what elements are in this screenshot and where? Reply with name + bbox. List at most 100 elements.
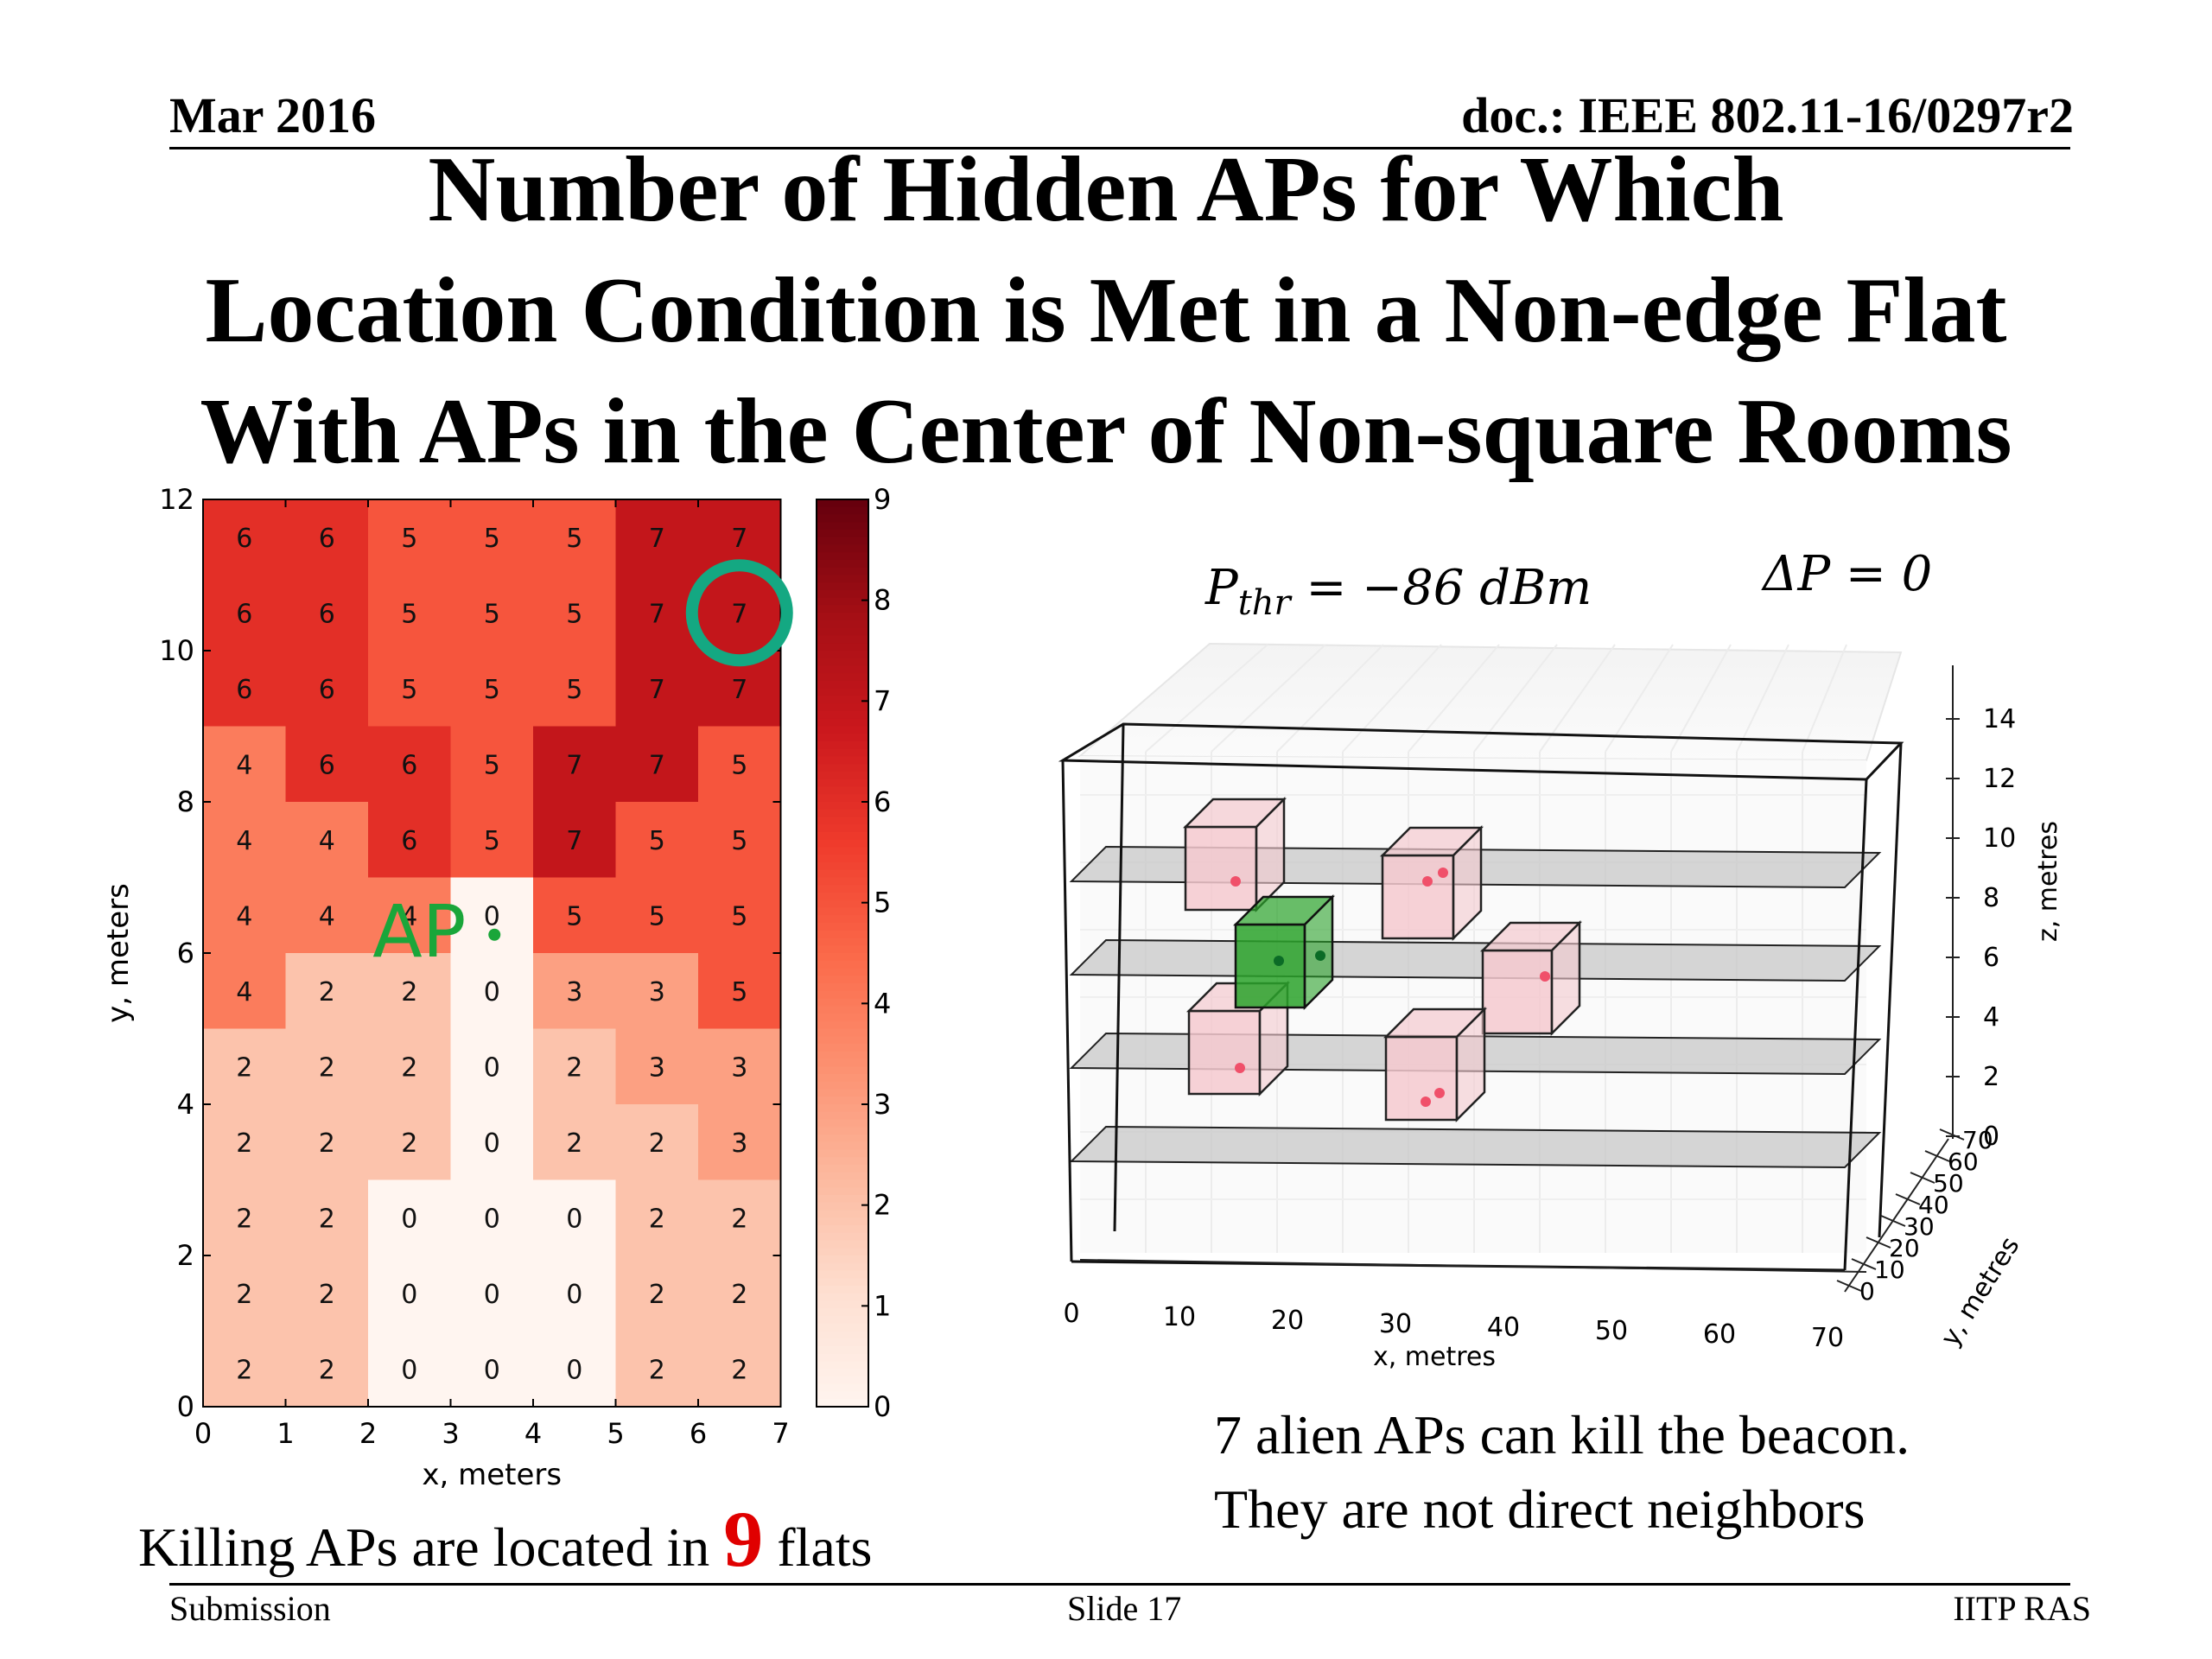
colorbar-segment bbox=[817, 1217, 868, 1226]
colorbar-segment bbox=[817, 1119, 868, 1128]
heatmap-cell bbox=[368, 877, 451, 954]
heatmap-cell-label: 0 bbox=[484, 977, 500, 1007]
heatmap-cell bbox=[615, 575, 699, 652]
heatmap-cell-label: 2 bbox=[649, 1204, 665, 1234]
heatmap-y-tick-label: 0 bbox=[177, 1390, 194, 1423]
colorbar-segment bbox=[817, 756, 868, 766]
cube-side-face bbox=[1455, 1006, 1486, 1123]
heatmap-cell-label: 7 bbox=[731, 675, 747, 705]
heatmap-y-tick-label: 10 bbox=[159, 634, 194, 667]
colorbar-segment bbox=[817, 1323, 868, 1332]
heatmap-cell bbox=[533, 877, 616, 954]
colorbar-segment bbox=[817, 1051, 868, 1060]
colorbar-segment bbox=[817, 855, 868, 863]
colorbar-segment bbox=[817, 1149, 868, 1159]
heatmap-cell-label: 4 bbox=[236, 901, 252, 931]
heatmap-cell-label: 5 bbox=[731, 826, 747, 856]
target-flat-cube bbox=[1232, 893, 1336, 1011]
colorbar-tick-label: 4 bbox=[874, 987, 891, 1020]
floor-slab bbox=[1069, 938, 1882, 982]
heatmap-y-tick-label: 2 bbox=[177, 1239, 194, 1272]
heatmap-cell bbox=[368, 1179, 451, 1256]
heatmap-cell-label: 0 bbox=[484, 1052, 500, 1083]
right-caption-line-1: 7 alien APs can kill the beacon. bbox=[1214, 1404, 1910, 1465]
colorbar-segment bbox=[817, 643, 868, 652]
pthr-annotation: Pthr = −86 dBm bbox=[1205, 560, 1592, 623]
heatmap-cell bbox=[203, 802, 286, 878]
colorbar-segment bbox=[817, 734, 868, 742]
left-caption: Killing APs are located in 9 flats bbox=[138, 1493, 872, 1585]
colorbar-segment bbox=[817, 537, 868, 546]
colorbar-segment bbox=[817, 665, 868, 675]
3d-z-tick-label: 12 bbox=[1983, 764, 2016, 794]
colorbar-segment bbox=[817, 930, 868, 939]
heatmap-cell-label: 7 bbox=[731, 524, 747, 554]
colorbar-segment bbox=[817, 605, 868, 614]
3d-z-tick-label: 0 bbox=[1983, 1122, 1999, 1152]
header-rule bbox=[169, 147, 2070, 149]
colorbar-segment bbox=[817, 718, 868, 728]
heatmap-cell bbox=[615, 953, 699, 1029]
3d-grid-line bbox=[1408, 644, 1500, 753]
alien-ap-point bbox=[1434, 1088, 1445, 1098]
heatmap-cell-label: 2 bbox=[319, 1128, 335, 1159]
colorbar-segment bbox=[817, 681, 868, 690]
heatmap-cell bbox=[203, 726, 286, 803]
colorbar-segment bbox=[817, 1195, 868, 1204]
heatmap-cell bbox=[533, 1028, 616, 1105]
heatmap-cell bbox=[203, 1028, 286, 1105]
heatmap-x-tick-label: 7 bbox=[772, 1417, 789, 1450]
colorbar-segment bbox=[817, 983, 868, 992]
colorbar-segment bbox=[817, 1165, 868, 1173]
heatmap-cell-label: 2 bbox=[401, 1128, 417, 1159]
colorbar-segment bbox=[817, 893, 868, 901]
footer-submission: Submission bbox=[169, 1589, 331, 1628]
colorbar-tick-label: 8 bbox=[874, 584, 891, 617]
3d-z-tick-label: 8 bbox=[1983, 883, 1999, 913]
heatmap-cell bbox=[285, 1179, 369, 1256]
colorbar-frame bbox=[816, 499, 869, 1408]
heatmap-cell bbox=[533, 726, 616, 803]
heatmap-cell bbox=[533, 1179, 616, 1256]
colorbar-segment bbox=[817, 764, 868, 772]
colorbar-segment bbox=[817, 824, 868, 833]
colorbar-segment bbox=[817, 1089, 868, 1098]
colorbar-segment bbox=[817, 1202, 868, 1211]
heatmap-cell-label: 0 bbox=[484, 901, 500, 931]
colorbar-segment bbox=[817, 877, 868, 887]
3d-z-tick-label: 10 bbox=[1983, 823, 2016, 854]
colorbar-segment bbox=[817, 1353, 868, 1363]
heatmap-y-axis-label: y, meters bbox=[104, 883, 136, 1023]
colorbar-segment bbox=[817, 1293, 868, 1302]
target-ap-point bbox=[1274, 956, 1284, 966]
title-line-3: With APs in the Center of Non-square Roo… bbox=[200, 380, 2012, 483]
left-caption-tail: flats bbox=[763, 1516, 873, 1578]
heatmap-cell bbox=[698, 1179, 781, 1256]
heatmap-cell bbox=[615, 1104, 699, 1180]
3d-grid-line bbox=[1670, 644, 1732, 753]
heatmap-cell-label: 7 bbox=[566, 826, 582, 856]
colorbar-segment bbox=[817, 1135, 868, 1143]
alien-flat-cube bbox=[1382, 1006, 1488, 1123]
3d-y-tick bbox=[1895, 1193, 1921, 1205]
heatmap-cell-label: 6 bbox=[236, 524, 252, 554]
colorbar-segment bbox=[817, 1383, 868, 1393]
colorbar-segment bbox=[817, 990, 868, 1000]
colorbar-segment bbox=[817, 899, 868, 909]
alien-ap-point bbox=[1540, 971, 1550, 982]
heatmap-cell-label: 2 bbox=[319, 1052, 335, 1083]
heatmap-cell-label: 5 bbox=[566, 901, 582, 931]
heatmap-x-tick-label: 2 bbox=[359, 1417, 377, 1450]
heatmap-cell-label: 5 bbox=[401, 524, 417, 554]
heatmap-cell-label: 5 bbox=[484, 524, 500, 554]
slide-title: Number of Hidden APs for Which Location … bbox=[0, 130, 2212, 493]
3d-z-tick-label: 4 bbox=[1983, 1002, 1999, 1033]
colorbar-segment bbox=[817, 1361, 868, 1370]
heatmap-cell-label: 6 bbox=[319, 524, 335, 554]
heatmap-cell-label: 7 bbox=[566, 750, 582, 780]
colorbar: 0 1 2 3 4 5 6 7 8 9 bbox=[816, 483, 891, 1423]
colorbar-segment bbox=[817, 968, 868, 977]
colorbar-segment bbox=[817, 794, 868, 803]
colorbar-segment bbox=[817, 522, 868, 531]
